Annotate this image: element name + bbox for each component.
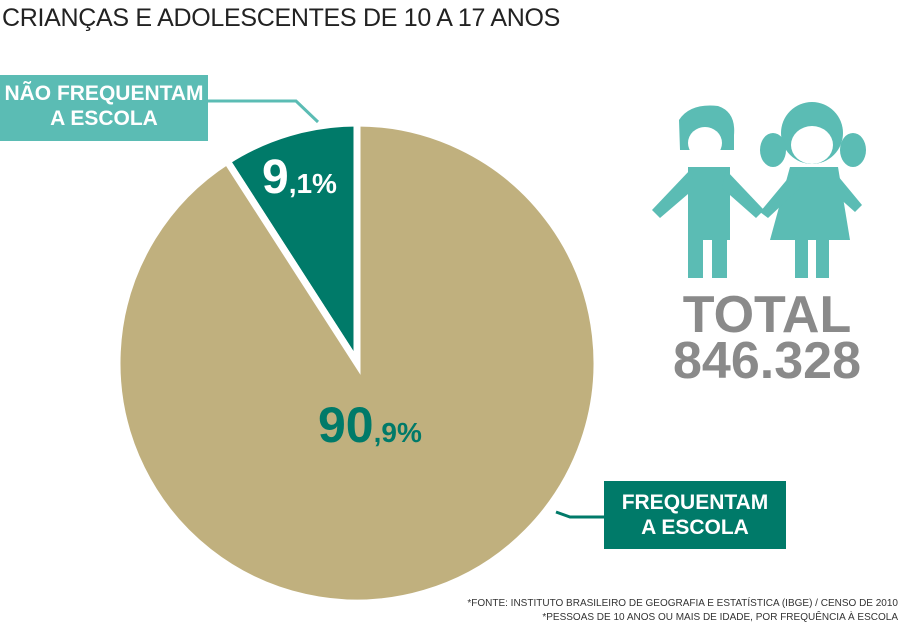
pie-slice-nao-frequentam: [222, 119, 361, 375]
label-frequentam: FREQUENTAM A ESCOLA: [604, 481, 786, 549]
population-note: *PESSOAS DE 10 ANOS OU MAIS DE IDADE, PO…: [542, 612, 898, 623]
boy-body: [688, 167, 730, 240]
girl-arm-right: [828, 170, 862, 212]
data-label-nao-frequentam: 9,1%: [262, 151, 337, 204]
label-nao-frequentam: NÃO FREQUENTAM A ESCOLA: [0, 75, 208, 141]
girl-arm-left: [760, 170, 800, 218]
total-value: 846.328: [673, 332, 861, 390]
girl-leg: [795, 238, 808, 278]
boy-leg: [688, 238, 703, 278]
leader-line-nao: [208, 99, 320, 124]
total-block: TOTAL 846.328: [672, 286, 862, 390]
boy-face: [688, 127, 722, 159]
pie-slice-frequentam: [113, 119, 601, 607]
girl-face: [791, 126, 833, 164]
children-icon: [652, 102, 866, 278]
total-label: TOTAL: [682, 286, 852, 344]
source-note: *FONTE: INSTITUTO BRASILEIRO DE GEOGRAFI…: [467, 598, 898, 609]
leader-line-freq: [555, 510, 604, 519]
chart-title: CRIANÇAS E ADOLESCENTES DE 10 A 17 ANOS: [2, 4, 560, 32]
girl-pigtail: [760, 133, 786, 167]
data-label-frequentam: 90,9%: [318, 397, 422, 453]
boy-arm-right: [722, 170, 764, 218]
boy-arm-left: [652, 170, 695, 218]
